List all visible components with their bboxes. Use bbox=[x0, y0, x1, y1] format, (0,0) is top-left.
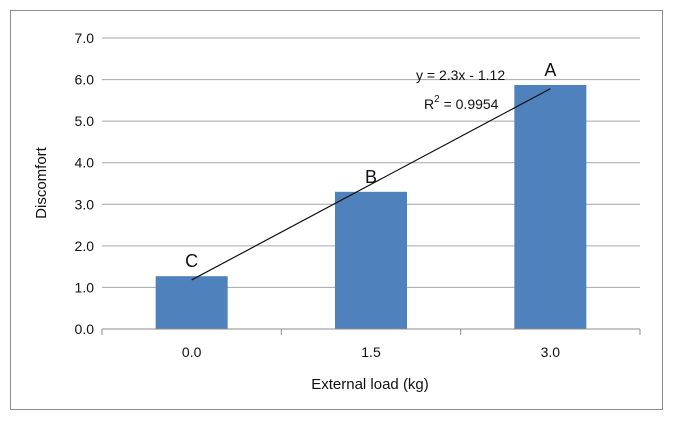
trendline bbox=[191, 88, 551, 281]
x-axis-label: External load (kg) bbox=[311, 376, 429, 393]
y-tick-label: 3.0 bbox=[75, 196, 95, 212]
y-tick-label: 6.0 bbox=[75, 72, 95, 88]
bar bbox=[155, 276, 228, 329]
x-tick-label: 1.5 bbox=[361, 344, 381, 360]
y-tick-label: 0.0 bbox=[75, 321, 95, 337]
x-axis: 0.0 1.5 3.0 bbox=[101, 328, 641, 360]
y-tick-label: 1.0 bbox=[75, 279, 95, 295]
bar bbox=[514, 84, 587, 330]
x-tick-label: 0.0 bbox=[182, 344, 202, 360]
bar-letter-label: C bbox=[185, 251, 198, 271]
y-tick-labels: 0.0 1.0 2.0 3.0 4.0 5.0 6.0 7.0 bbox=[75, 30, 95, 337]
y-tick-label: 7.0 bbox=[75, 30, 95, 46]
trendline-equation: y = 2.3x - 1.12 bbox=[416, 67, 505, 83]
bar-letter-label: A bbox=[544, 60, 556, 80]
bar-letter-labels: C B A bbox=[185, 60, 556, 271]
y-axis-label: Discomfort bbox=[33, 146, 50, 219]
y-tick-label: 4.0 bbox=[75, 155, 95, 171]
y-tick-label: 5.0 bbox=[75, 113, 95, 129]
bar bbox=[335, 191, 407, 329]
trendline-r-squared: R2 = 0.9954 bbox=[424, 94, 499, 112]
bar-letter-label: B bbox=[365, 167, 377, 187]
x-tick-label: 3.0 bbox=[541, 344, 561, 360]
y-tick-label: 2.0 bbox=[75, 238, 95, 254]
bars bbox=[155, 84, 587, 330]
